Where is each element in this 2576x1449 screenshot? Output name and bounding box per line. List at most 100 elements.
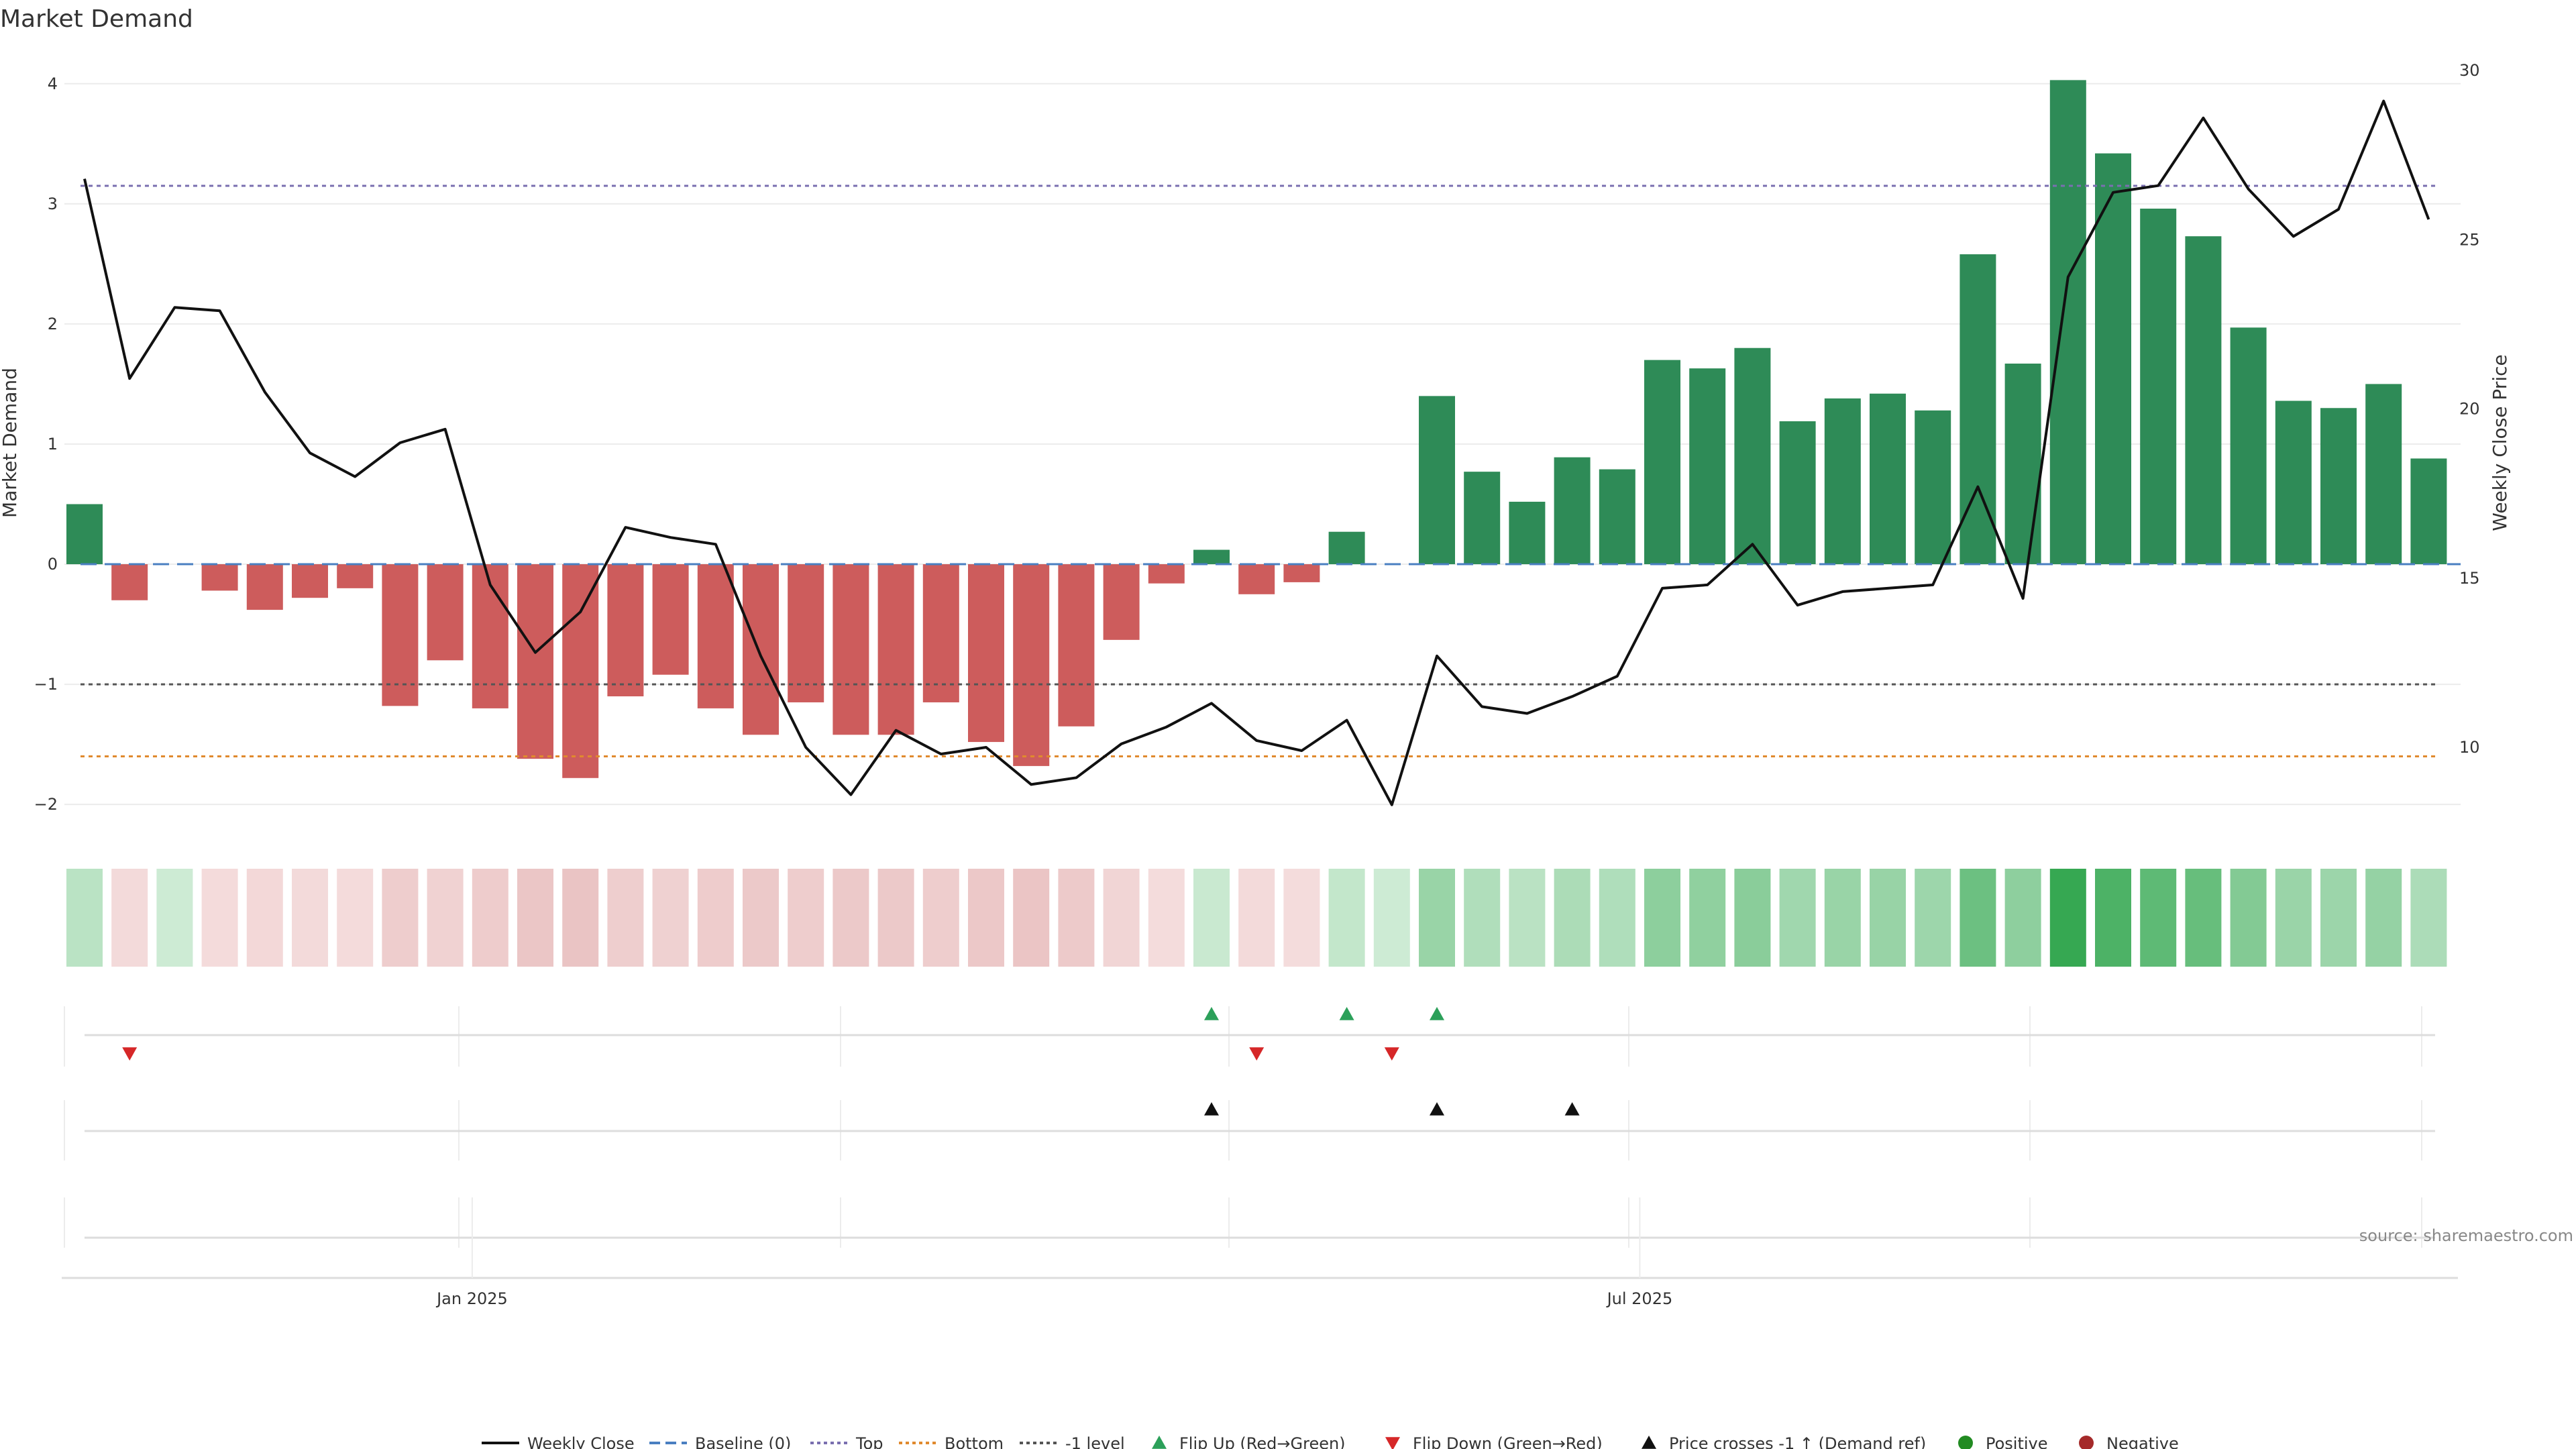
intensity-cell: [877, 869, 914, 967]
demand-bar: [968, 564, 1004, 743]
demand-bar: [1238, 564, 1275, 594]
y2-axis-title: Weekly Close Price: [2489, 354, 2511, 531]
flip-down-marker: [1384, 1047, 1399, 1061]
y2-tick-label: 15: [2459, 569, 2480, 588]
intensity-cell: [743, 869, 779, 967]
y-tick-label: −2: [34, 795, 58, 814]
reference-lines: [80, 184, 2461, 758]
legend-label: Negative: [2106, 1434, 2179, 1449]
intensity-cell: [1824, 869, 1861, 967]
demand-bar: [1464, 472, 1501, 565]
demand-bar: [2095, 153, 2131, 565]
intensity-cell: [1283, 869, 1320, 967]
demand-bar: [427, 564, 464, 661]
intensity-cell: [1689, 869, 1726, 967]
demand-bar: [2140, 209, 2177, 565]
demand-bar: [1779, 421, 1816, 565]
legend-label: Price crosses -1 ↑ (Demand ref): [1669, 1434, 1926, 1449]
intensity-cell: [246, 869, 283, 967]
intensity-cell: [337, 869, 374, 967]
demand-bar: [607, 564, 644, 697]
legend-label: Positive: [1986, 1434, 2048, 1449]
legend-swatch: [2079, 1436, 2094, 1449]
demand-bar: [1689, 368, 1726, 565]
price-cross-panel: [64, 1100, 2435, 1161]
demand-bar: [292, 564, 328, 598]
intensity-cell: [1373, 869, 1410, 967]
demand-bar: [788, 564, 824, 702]
demand-bar: [382, 564, 419, 706]
intensity-cell: [1509, 869, 1546, 967]
intensity-cell: [1013, 869, 1050, 967]
demand-bar: [1870, 393, 1906, 565]
y-tick-label: 2: [48, 315, 58, 333]
flip-down-marker: [1249, 1047, 1265, 1061]
x-tick-label: Jan 2025: [435, 1289, 508, 1308]
intensity-cell: [2320, 869, 2357, 967]
intensity-cell: [201, 869, 238, 967]
intensity-cell: [1599, 869, 1635, 967]
legend-swatch: [1385, 1437, 1400, 1449]
y2-tick-label: 10: [2459, 738, 2480, 757]
demand-bar: [66, 504, 103, 565]
demand-bar: [1644, 360, 1680, 565]
intensity-cell: [427, 869, 464, 967]
demand-bars: [66, 80, 2447, 778]
intensity-cell: [1238, 869, 1275, 967]
demand-bar: [1554, 457, 1591, 565]
y-tick-label: 0: [48, 555, 58, 574]
intensity-cell: [1328, 869, 1365, 967]
legend-label: -1 level: [1065, 1434, 1125, 1449]
intensity-cell: [697, 869, 734, 967]
intensity-cell: [1779, 869, 1816, 967]
y-axis-left: −2 −1 0 1 2 3 4: [34, 74, 58, 814]
demand-bar: [922, 564, 959, 702]
demand-bar: [833, 564, 869, 735]
intensity-cell: [607, 869, 644, 967]
intensity-cell: [922, 869, 959, 967]
demand-bar: [1599, 469, 1635, 565]
demand-bar: [1058, 564, 1095, 727]
flip-signals-panel: [64, 1006, 2435, 1067]
legend-swatch: [1958, 1436, 1973, 1449]
price-cross-marker: [1430, 1102, 1444, 1116]
legend: Weekly Close Baseline (0) Top Bottom -1 leve…: [482, 1434, 2179, 1449]
intensity-cell: [2365, 869, 2402, 967]
intensity-cell: [1644, 869, 1680, 967]
demand-bar: [1419, 396, 1455, 565]
demand-bar: [1509, 501, 1546, 565]
demand-bar: [1915, 410, 1951, 565]
demand-bar: [111, 564, 148, 600]
legend-label: Weekly Close: [527, 1434, 635, 1449]
legend-label: Flip Down (Green→Red): [1413, 1434, 1603, 1449]
intensity-strip: [66, 869, 2447, 967]
intensity-cell: [1915, 869, 1951, 967]
intensity-cell: [2140, 869, 2177, 967]
intensity-cell: [562, 869, 599, 967]
y-tick-label: 1: [48, 435, 58, 453]
intensity-cell: [111, 869, 148, 967]
intensity-cell: [517, 869, 553, 967]
intensity-cell: [833, 869, 869, 967]
demand-bar: [246, 564, 283, 610]
demand-bar: [743, 564, 779, 735]
intensity-cell: [1103, 869, 1140, 967]
x-axis: Jan 2025 Jul 2025: [62, 1197, 2458, 1308]
legend-label: Bottom: [945, 1434, 1004, 1449]
y-tick-label: −1: [34, 675, 58, 694]
intensity-cell: [2275, 869, 2312, 967]
demand-bar: [1283, 564, 1320, 582]
intensity-cell: [1554, 869, 1591, 967]
intensity-cell: [66, 869, 103, 967]
demand-bar: [2004, 364, 2041, 565]
weekly-close-series: [83, 99, 2430, 806]
intensity-cell: [382, 869, 419, 967]
legend-swatch: [1152, 1436, 1167, 1449]
demand-bar: [1328, 531, 1365, 565]
demand-bar: [2185, 236, 2222, 565]
flip-up-marker: [1204, 1007, 1219, 1020]
demand-bar: [1013, 564, 1050, 766]
y-tick-label: 4: [48, 74, 58, 93]
intensity-cell: [1960, 869, 1996, 967]
